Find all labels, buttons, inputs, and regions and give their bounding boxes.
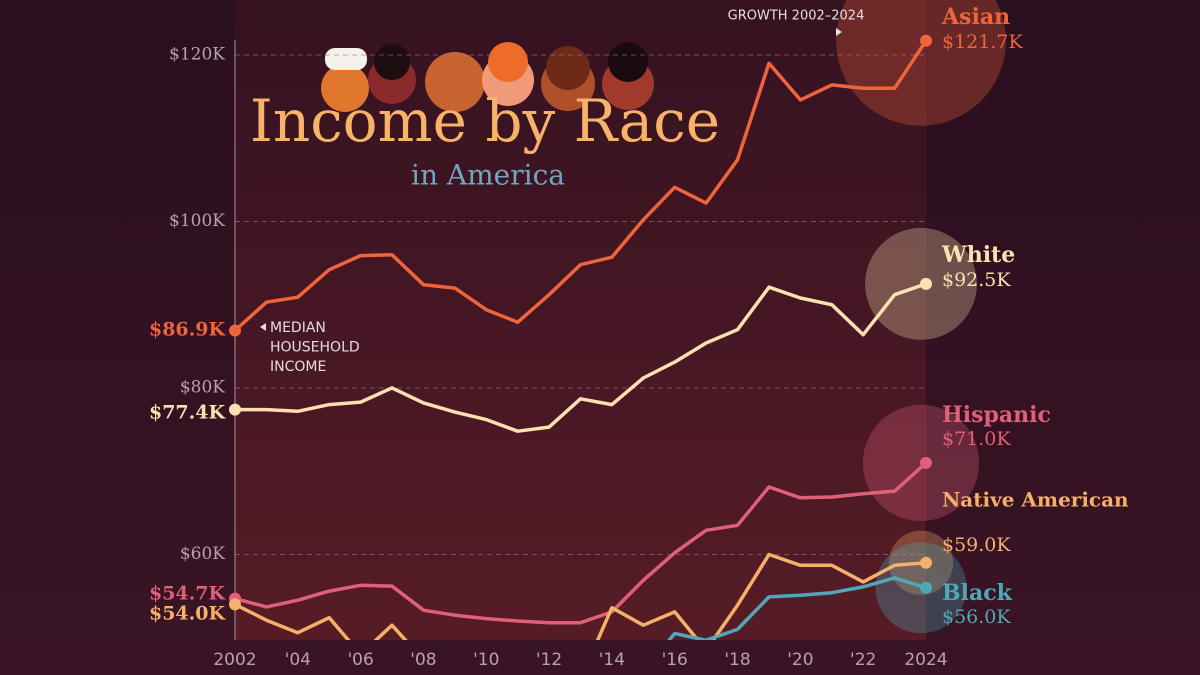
x-tick-label: '20 <box>787 650 813 670</box>
grid <box>234 40 926 640</box>
series-line <box>233 39 928 332</box>
x-tick-label: '18 <box>724 650 750 670</box>
annotation: MEDIAN HOUSEHOLD INCOME <box>270 320 360 375</box>
y-tick-label: $100K <box>169 211 225 231</box>
series-name: White <box>941 242 1015 268</box>
x-tick-label: '14 <box>599 650 625 670</box>
y-tick-label: $120K <box>169 44 225 64</box>
end-value-label: $56.0K <box>942 606 1011 628</box>
series-name: Asian <box>941 4 1010 30</box>
x-tick-label: '10 <box>473 650 499 670</box>
lines <box>233 39 928 640</box>
chart-subtitle: in America <box>411 159 565 192</box>
start-point <box>229 324 241 337</box>
end-point <box>920 581 932 594</box>
end-point <box>920 456 932 469</box>
x-tick-label: '06 <box>347 650 373 670</box>
end-point <box>920 277 932 290</box>
x-tick-label: 2024 <box>904 650 947 670</box>
annotation: GROWTH 2002–2024 <box>728 9 865 24</box>
x-tick-label: 2002 <box>213 650 256 670</box>
end-value-label: $121.7K <box>942 31 1023 53</box>
start-value-label: $54.0K <box>149 602 226 624</box>
annotation-arrow <box>260 323 266 331</box>
start-value-label: $77.4K <box>149 402 226 424</box>
series-line <box>235 282 927 433</box>
growth-bubble <box>836 0 1006 126</box>
end-value-label: $71.0K <box>942 428 1011 450</box>
end-point <box>920 556 932 569</box>
chart-title: Income by Race <box>250 87 720 155</box>
end-value-label: $59.0K <box>942 534 1011 556</box>
labels: $60K $80K $100K $120K 2002 '04 '06 '08 '10 '12 '14… <box>149 4 1129 670</box>
faces-illustration <box>321 42 654 112</box>
x-tick-label: '08 <box>410 650 436 670</box>
y-tick-label: $80K <box>180 377 225 397</box>
series-name: Black <box>942 580 1013 606</box>
start-point <box>229 598 241 611</box>
x-tick-label: '22 <box>850 650 876 670</box>
end-value-label: $92.5K <box>942 269 1011 291</box>
start-point <box>229 403 241 416</box>
series-name: Native American <box>942 488 1129 512</box>
y-tick-label: $60K <box>180 544 225 564</box>
annotation-arrow <box>836 28 842 36</box>
x-tick-label: '12 <box>536 650 562 670</box>
x-tick-label: '16 <box>662 650 688 670</box>
end-point <box>920 34 932 47</box>
start-value-label: $86.9K <box>149 319 226 341</box>
start-value-label: $54.7K <box>149 583 226 605</box>
series-line <box>666 576 927 640</box>
series-line <box>234 552 927 640</box>
x-tick-label: '04 <box>285 650 311 670</box>
series-line <box>234 461 928 625</box>
series-name: Hispanic <box>942 402 1051 428</box>
